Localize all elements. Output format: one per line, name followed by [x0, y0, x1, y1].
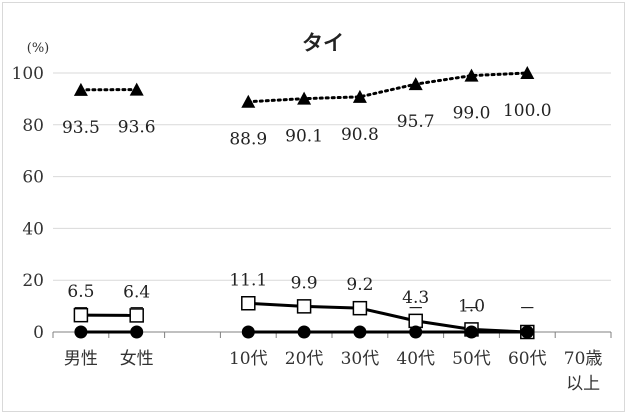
- y-tick-label-0: 0: [33, 323, 44, 343]
- data-point-circle: [297, 325, 311, 339]
- data-point-triangle: [464, 68, 479, 82]
- chart-title: タイ: [302, 31, 344, 55]
- x-tick-label: 30代: [341, 349, 380, 369]
- data-point-triangle: [352, 89, 367, 103]
- data-label-triangle: 90.1: [285, 127, 323, 147]
- data-label-zero: －: [463, 299, 480, 319]
- data-label-triangle: 99.0: [453, 104, 491, 124]
- series-line-triangle: [246, 71, 529, 104]
- data-label-square: 4.3: [402, 288, 429, 308]
- data-point-triangle: [520, 66, 535, 79]
- data-point-triangle: [129, 82, 144, 96]
- y-tick-label-80: 80: [22, 116, 44, 136]
- y-axis-unit: (%): [27, 41, 50, 56]
- x-tick-label: 70歳: [564, 349, 603, 369]
- x-tick-label: 50代: [452, 349, 491, 369]
- data-label-square: 6.5: [67, 282, 94, 302]
- data-point-circle: [465, 325, 478, 339]
- data-point-triangle: [297, 91, 312, 105]
- data-label-triangle: 95.7: [397, 112, 435, 132]
- y-tick-label-60: 60: [22, 168, 44, 188]
- data-label-square: 1.0: [458, 296, 485, 316]
- data-label-square: 9.2: [346, 275, 373, 295]
- data-point-circle: [74, 325, 88, 339]
- series-line-square: [248, 301, 528, 334]
- data-point-triangle: [241, 94, 256, 108]
- data-label-triangle: 90.8: [341, 125, 379, 145]
- data-point-square: [296, 299, 312, 314]
- data-point-square: [241, 296, 256, 311]
- data-point-circle: [130, 325, 144, 339]
- data-point-square: [129, 308, 144, 323]
- chart-frame: [2, 2, 625, 412]
- data-label-square: 6.4: [123, 282, 150, 302]
- data-label-zero: －: [519, 299, 536, 319]
- x-tick-label: 男性: [64, 349, 98, 369]
- x-tick-label: 女性: [120, 349, 154, 369]
- data-label-triangle: 88.9: [229, 130, 267, 150]
- y-tick-label-40: 40: [22, 219, 44, 239]
- data-label-triangle: 93.6: [118, 118, 156, 138]
- y-tick-label-20: 20: [22, 271, 44, 291]
- data-label-triangle: 93.5: [62, 118, 100, 138]
- data-point-triangle: [73, 82, 88, 96]
- data-point-circle: [409, 325, 423, 339]
- data-label-triangle: 100.0: [503, 101, 552, 121]
- data-label-square: 9.9: [291, 273, 318, 293]
- x-tick-label: 60代: [508, 349, 547, 369]
- y-tick-label-100: 100: [12, 64, 44, 84]
- x-tick-label: 40代: [396, 349, 435, 369]
- data-point-circle: [520, 325, 534, 339]
- data-point-square: [73, 307, 89, 323]
- data-point-triangle: [408, 77, 423, 91]
- data-point-square: [352, 300, 368, 316]
- data-point-square: [408, 313, 423, 329]
- data-label-square: 11.1: [229, 270, 267, 290]
- x-tick-label: 以上: [566, 374, 600, 394]
- data-point-circle: [241, 325, 255, 339]
- data-point-circle: [353, 325, 367, 339]
- x-tick-label: 20代: [285, 349, 324, 369]
- x-tick-label: 10代: [229, 349, 268, 369]
